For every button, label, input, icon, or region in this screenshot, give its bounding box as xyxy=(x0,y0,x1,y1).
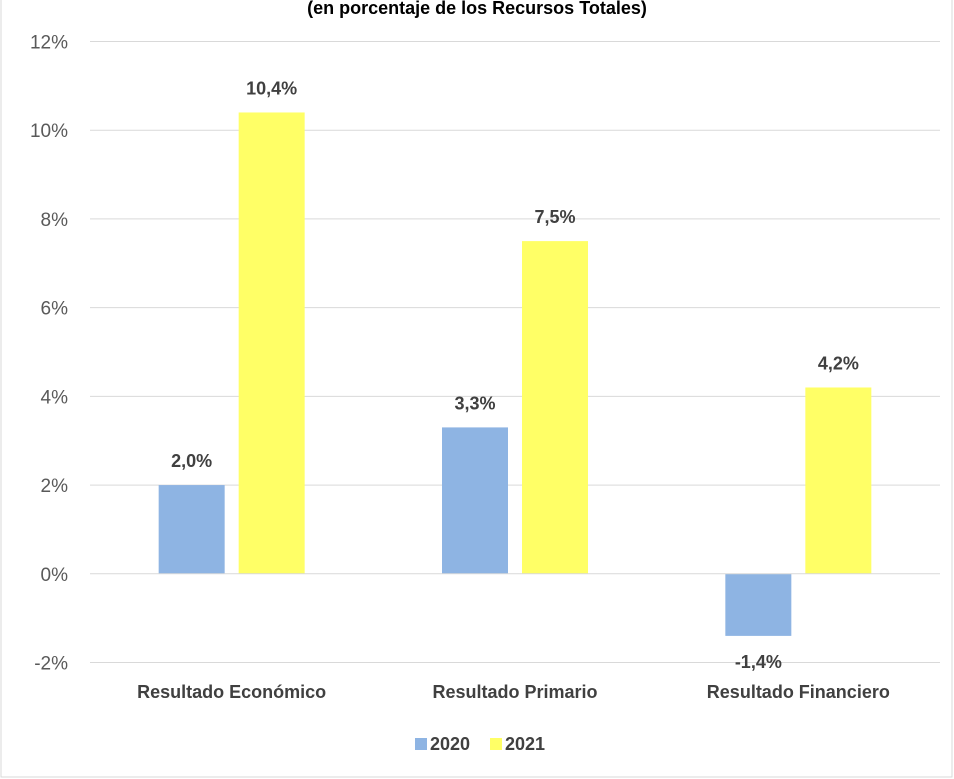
data-label: -1,4% xyxy=(735,652,782,672)
data-label: 3,3% xyxy=(454,393,495,413)
y-tick-label: 6% xyxy=(41,299,69,320)
category-label: Resultado Financiero xyxy=(707,682,890,702)
data-label: 7,5% xyxy=(534,207,575,227)
data-label: 10,4% xyxy=(246,78,297,98)
data-labels-layer: 2,0% 10,4% 3,3% 7,5% -1,4% 4,2% xyxy=(171,78,859,671)
data-label: 4,2% xyxy=(818,353,859,373)
legend-swatch-2021 xyxy=(490,738,502,750)
y-tick-label: 2% xyxy=(41,476,69,497)
bar-2020 xyxy=(158,485,225,574)
y-axis: 12% 10% 8% 6% 4% 2% 0% -2% xyxy=(30,33,68,675)
bars-layer xyxy=(158,112,872,636)
chart-title: (en porcentaje de los Recursos Totales) xyxy=(307,0,647,18)
y-tick-label: -2% xyxy=(34,654,68,675)
bar-2020 xyxy=(442,427,508,574)
legend-label-2021: 2021 xyxy=(505,734,545,754)
bar-2021 xyxy=(522,241,588,574)
y-tick-label: 12% xyxy=(30,33,68,54)
bar-2020 xyxy=(725,573,792,636)
bar-2021 xyxy=(238,112,305,574)
grid-layer xyxy=(90,41,940,663)
legend-label-2020: 2020 xyxy=(430,734,470,754)
x-axis: Resultado Económico Resultado Primario Res… xyxy=(137,682,890,702)
legend-swatch-2020 xyxy=(415,738,427,750)
category-label: Resultado Económico xyxy=(137,682,326,702)
category-label: Resultado Primario xyxy=(432,682,597,702)
y-tick-label: 4% xyxy=(41,387,69,408)
y-tick-label: 10% xyxy=(30,121,68,142)
bar-2021 xyxy=(805,387,872,574)
y-tick-label: 8% xyxy=(41,210,69,231)
legend: 2020 2021 xyxy=(415,734,545,754)
y-tick-label: 0% xyxy=(41,565,69,586)
data-label: 2,0% xyxy=(171,451,212,471)
